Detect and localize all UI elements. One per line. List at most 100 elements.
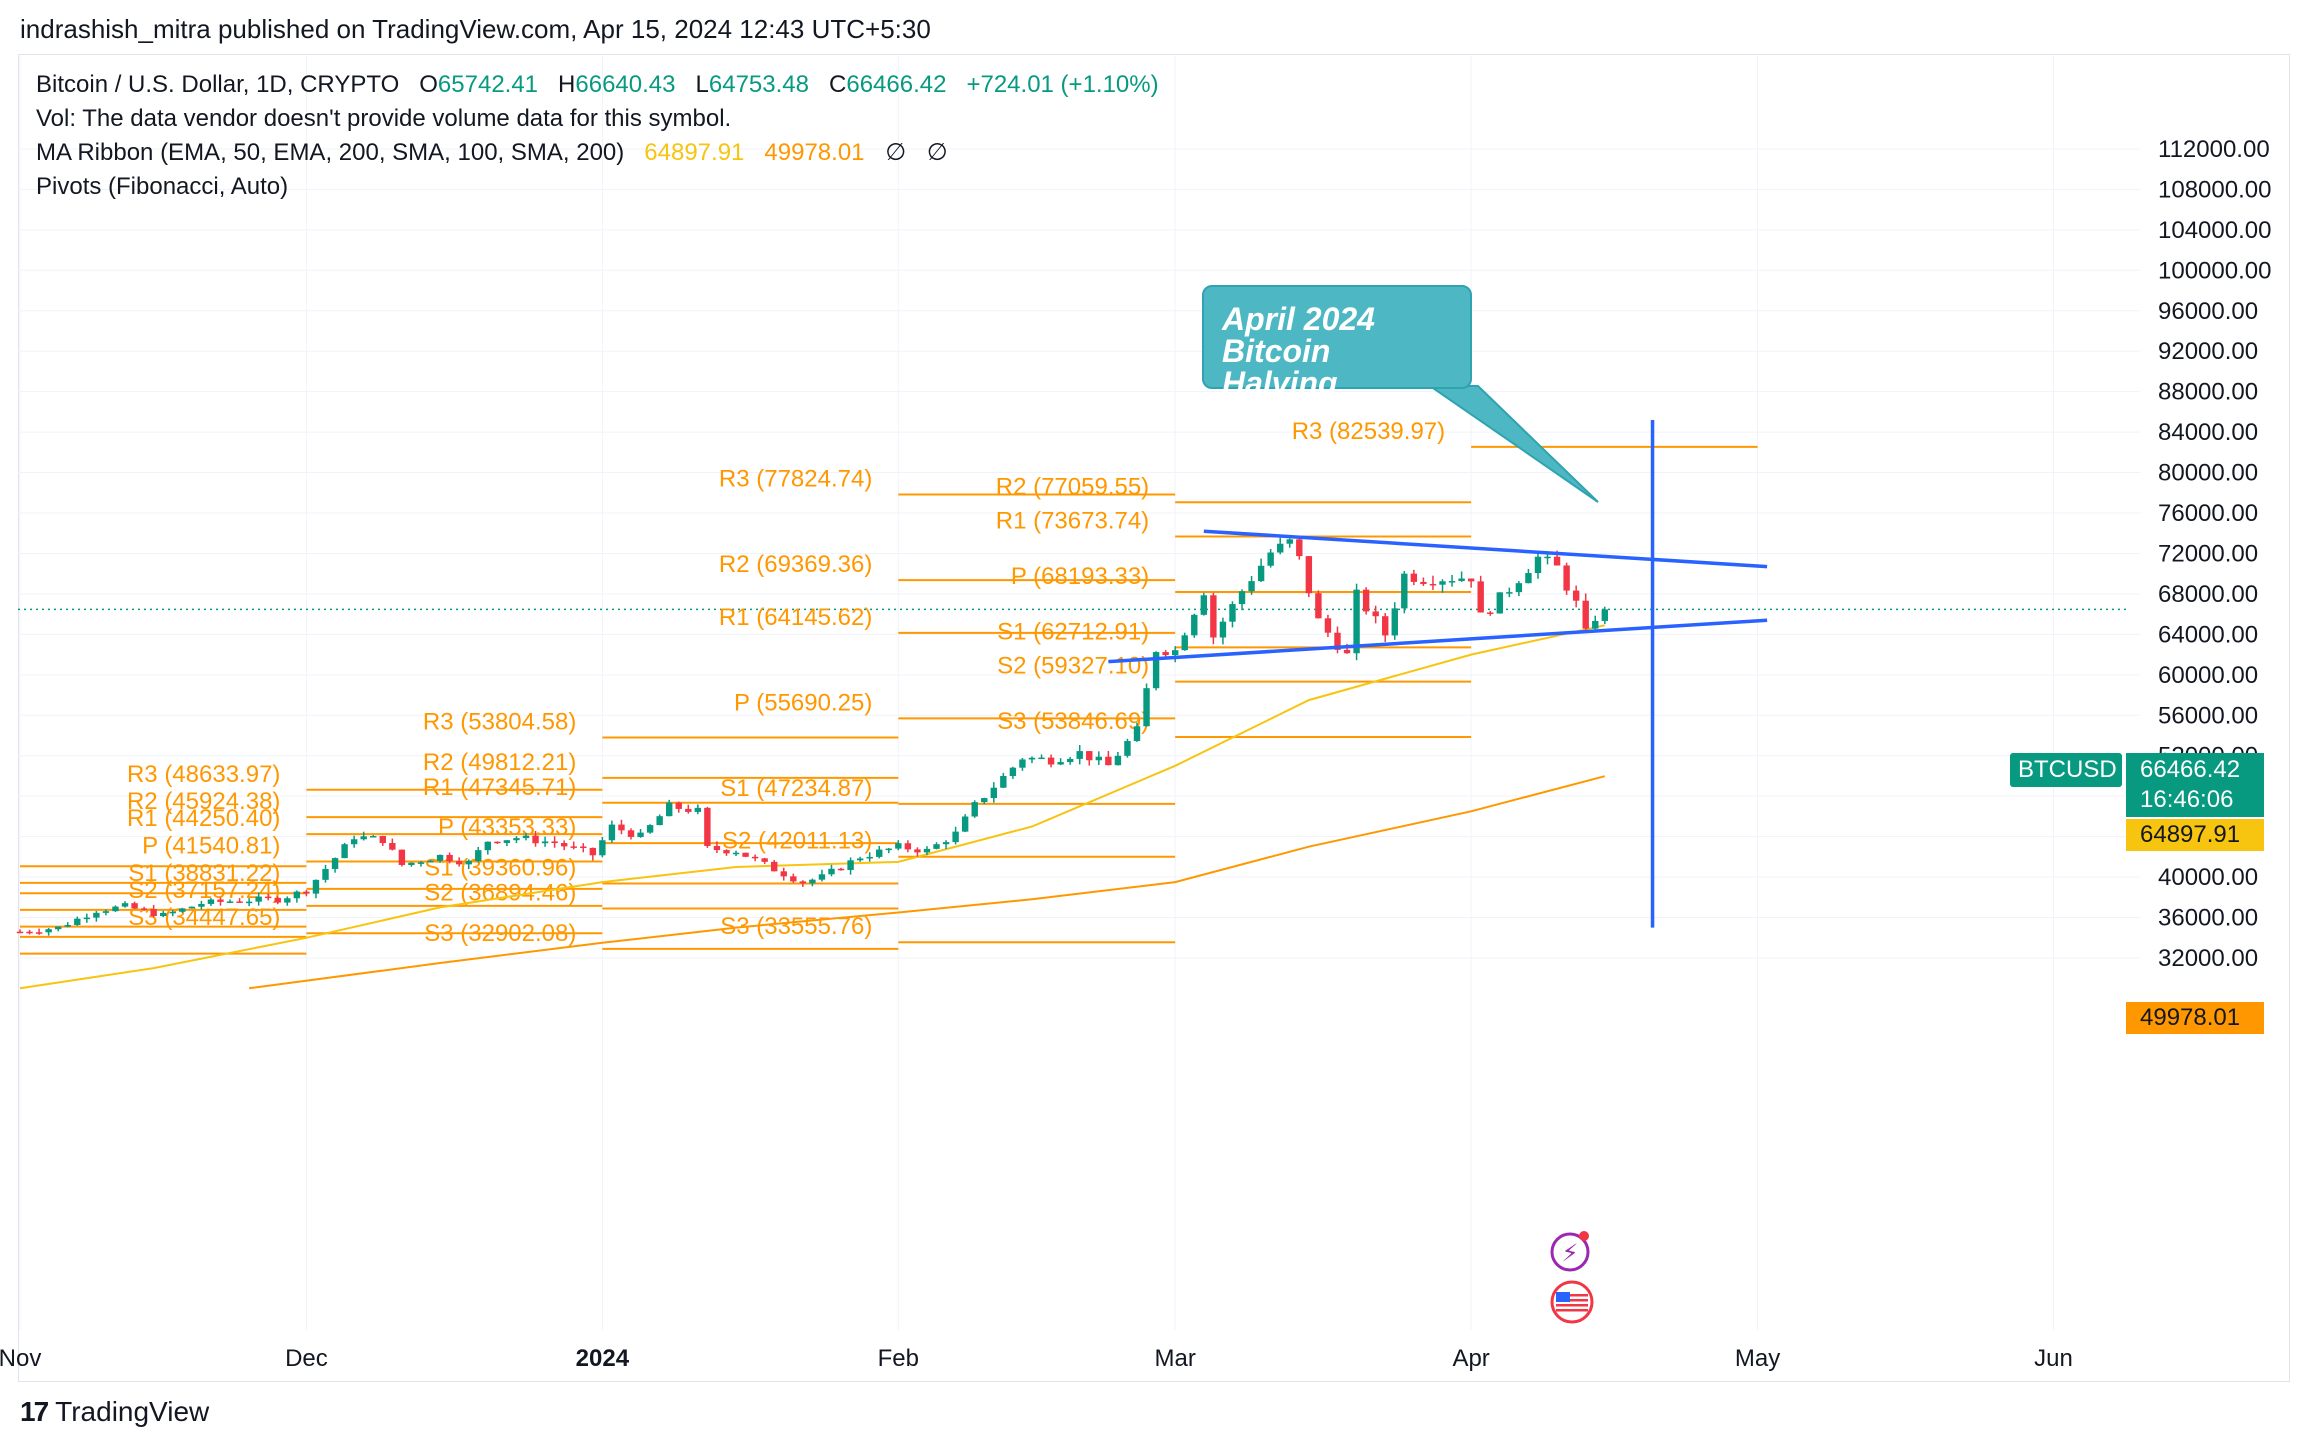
candle-body xyxy=(1143,688,1150,727)
candle-body xyxy=(1525,573,1532,584)
candle-body xyxy=(818,874,826,880)
candle-body xyxy=(1496,592,1503,614)
callout-line-1: April 2024 xyxy=(1222,301,1375,337)
candle-body xyxy=(627,830,635,837)
pivot-label: P (43353.33) xyxy=(438,814,576,841)
candle-body xyxy=(265,896,272,899)
bar-countdown: 16:46:06 xyxy=(2140,786,2234,813)
candle-body xyxy=(1467,578,1475,582)
price-tick-label: 64000.00 xyxy=(2158,621,2258,648)
candle-body xyxy=(856,858,864,861)
candle-body xyxy=(188,906,196,909)
candle-body xyxy=(370,836,377,838)
candle-body xyxy=(599,840,606,856)
candle-body xyxy=(245,901,253,904)
candle-body xyxy=(847,860,854,870)
candle-body xyxy=(961,816,969,832)
ma-ribbon-label[interactable]: MA Ribbon (EMA, 50, EMA, 200, SMA, 100, … xyxy=(36,139,625,166)
pivot-label: R1 (64145.62) xyxy=(719,604,872,631)
candle-body xyxy=(541,841,549,844)
pivot-label: R1 (47345.71) xyxy=(423,774,576,801)
flag-stripe xyxy=(1556,1299,1588,1302)
candle-body xyxy=(876,849,883,857)
candle-body xyxy=(1343,649,1351,654)
brand-name: TradingView xyxy=(55,1396,210,1427)
candle-body xyxy=(618,824,625,831)
candle-body xyxy=(790,876,797,882)
candle-body xyxy=(1057,762,1064,765)
candle-body xyxy=(436,854,444,861)
price-tick-label: 108000.00 xyxy=(2158,176,2271,203)
chart-legend: Bitcoin / U.S. Dollar, 1D, CRYPTO O65742… xyxy=(36,68,1159,204)
price-tick-label: 104000.00 xyxy=(2158,217,2271,244)
lightning-glyph: ⚡ xyxy=(1562,1240,1579,1267)
candle-body xyxy=(169,911,176,914)
candle-body xyxy=(379,836,386,844)
flag-canton xyxy=(1556,1292,1570,1302)
flag-stripe xyxy=(1556,1304,1588,1307)
price-tick-label: 32000.00 xyxy=(2158,945,2258,972)
ma-ribbon-value-2: 49978.01 xyxy=(764,139,865,166)
candle-body xyxy=(1315,593,1322,619)
pivot-label: P (55690.25) xyxy=(734,689,872,716)
candle-body xyxy=(1334,632,1341,650)
candle-body xyxy=(389,843,396,850)
time-tick-label: Jun xyxy=(2034,1345,2073,1372)
pivot-label: S3 (32902.08) xyxy=(424,920,576,947)
candle-body xyxy=(1162,652,1169,656)
candle-body xyxy=(160,912,167,917)
candle-body xyxy=(198,903,205,907)
pivot-label: R2 (77059.55) xyxy=(996,473,1149,500)
candle-body xyxy=(656,816,663,826)
candle-body xyxy=(580,846,587,848)
candle-body xyxy=(971,802,978,817)
candle-body xyxy=(1229,604,1236,622)
candle-body xyxy=(35,932,43,934)
candle-body xyxy=(26,931,33,934)
candle-body xyxy=(1401,573,1408,609)
candle-body xyxy=(1105,756,1112,766)
symbol-label[interactable]: Bitcoin / U.S. Dollar, 1D, CRYPTO xyxy=(36,71,400,98)
time-tick-label: 2024 xyxy=(576,1345,630,1372)
candle-body xyxy=(1515,583,1523,593)
candle-body xyxy=(675,802,682,809)
candle-body xyxy=(914,849,921,853)
candle-body xyxy=(742,852,749,857)
candle-body xyxy=(1000,775,1007,788)
chart-frame xyxy=(18,54,2290,1382)
notification-dot-icon xyxy=(1579,1231,1589,1241)
candle-body xyxy=(1477,581,1484,613)
volume-note[interactable]: Vol: The data vendor doesn't provide vol… xyxy=(36,105,732,132)
candle-body xyxy=(255,896,262,902)
pivot-label: S3 (34447.65) xyxy=(128,904,280,931)
candle-body xyxy=(475,850,482,862)
candle-body xyxy=(1191,614,1198,636)
price-tick-label: 56000.00 xyxy=(2158,702,2258,729)
candle-body xyxy=(408,862,415,865)
pivot-label: S3 (53846.69) xyxy=(997,708,1149,735)
halving-callout[interactable]: April 2024 Bitcoin Halving xyxy=(1202,285,1472,399)
candle-body xyxy=(646,825,654,833)
candle-body xyxy=(112,906,119,912)
pivots-label[interactable]: Pivots (Fibonacci, Auto) xyxy=(36,173,289,200)
candle-body xyxy=(64,925,71,927)
candle-body xyxy=(503,840,511,843)
last-price: 66466.42 xyxy=(2140,756,2241,783)
trend-line xyxy=(1108,618,1768,664)
candle-body xyxy=(513,838,520,841)
pivot-label: P (68193.33) xyxy=(1011,563,1149,590)
candle-body xyxy=(1391,608,1398,636)
candle-body xyxy=(83,917,91,920)
candle-body xyxy=(1219,621,1227,638)
price-tick-label: 68000.00 xyxy=(2158,581,2258,608)
candle-body xyxy=(102,911,110,913)
price-tick-label: 96000.00 xyxy=(2158,298,2258,325)
candle-body xyxy=(761,858,768,862)
candle-body xyxy=(771,861,778,872)
candle-body xyxy=(1601,609,1609,621)
candle-body xyxy=(236,901,243,903)
tradingview-footer[interactable]: 17 TradingView xyxy=(20,1396,209,1428)
candle-body xyxy=(1372,611,1379,617)
ema-line xyxy=(248,775,1606,990)
